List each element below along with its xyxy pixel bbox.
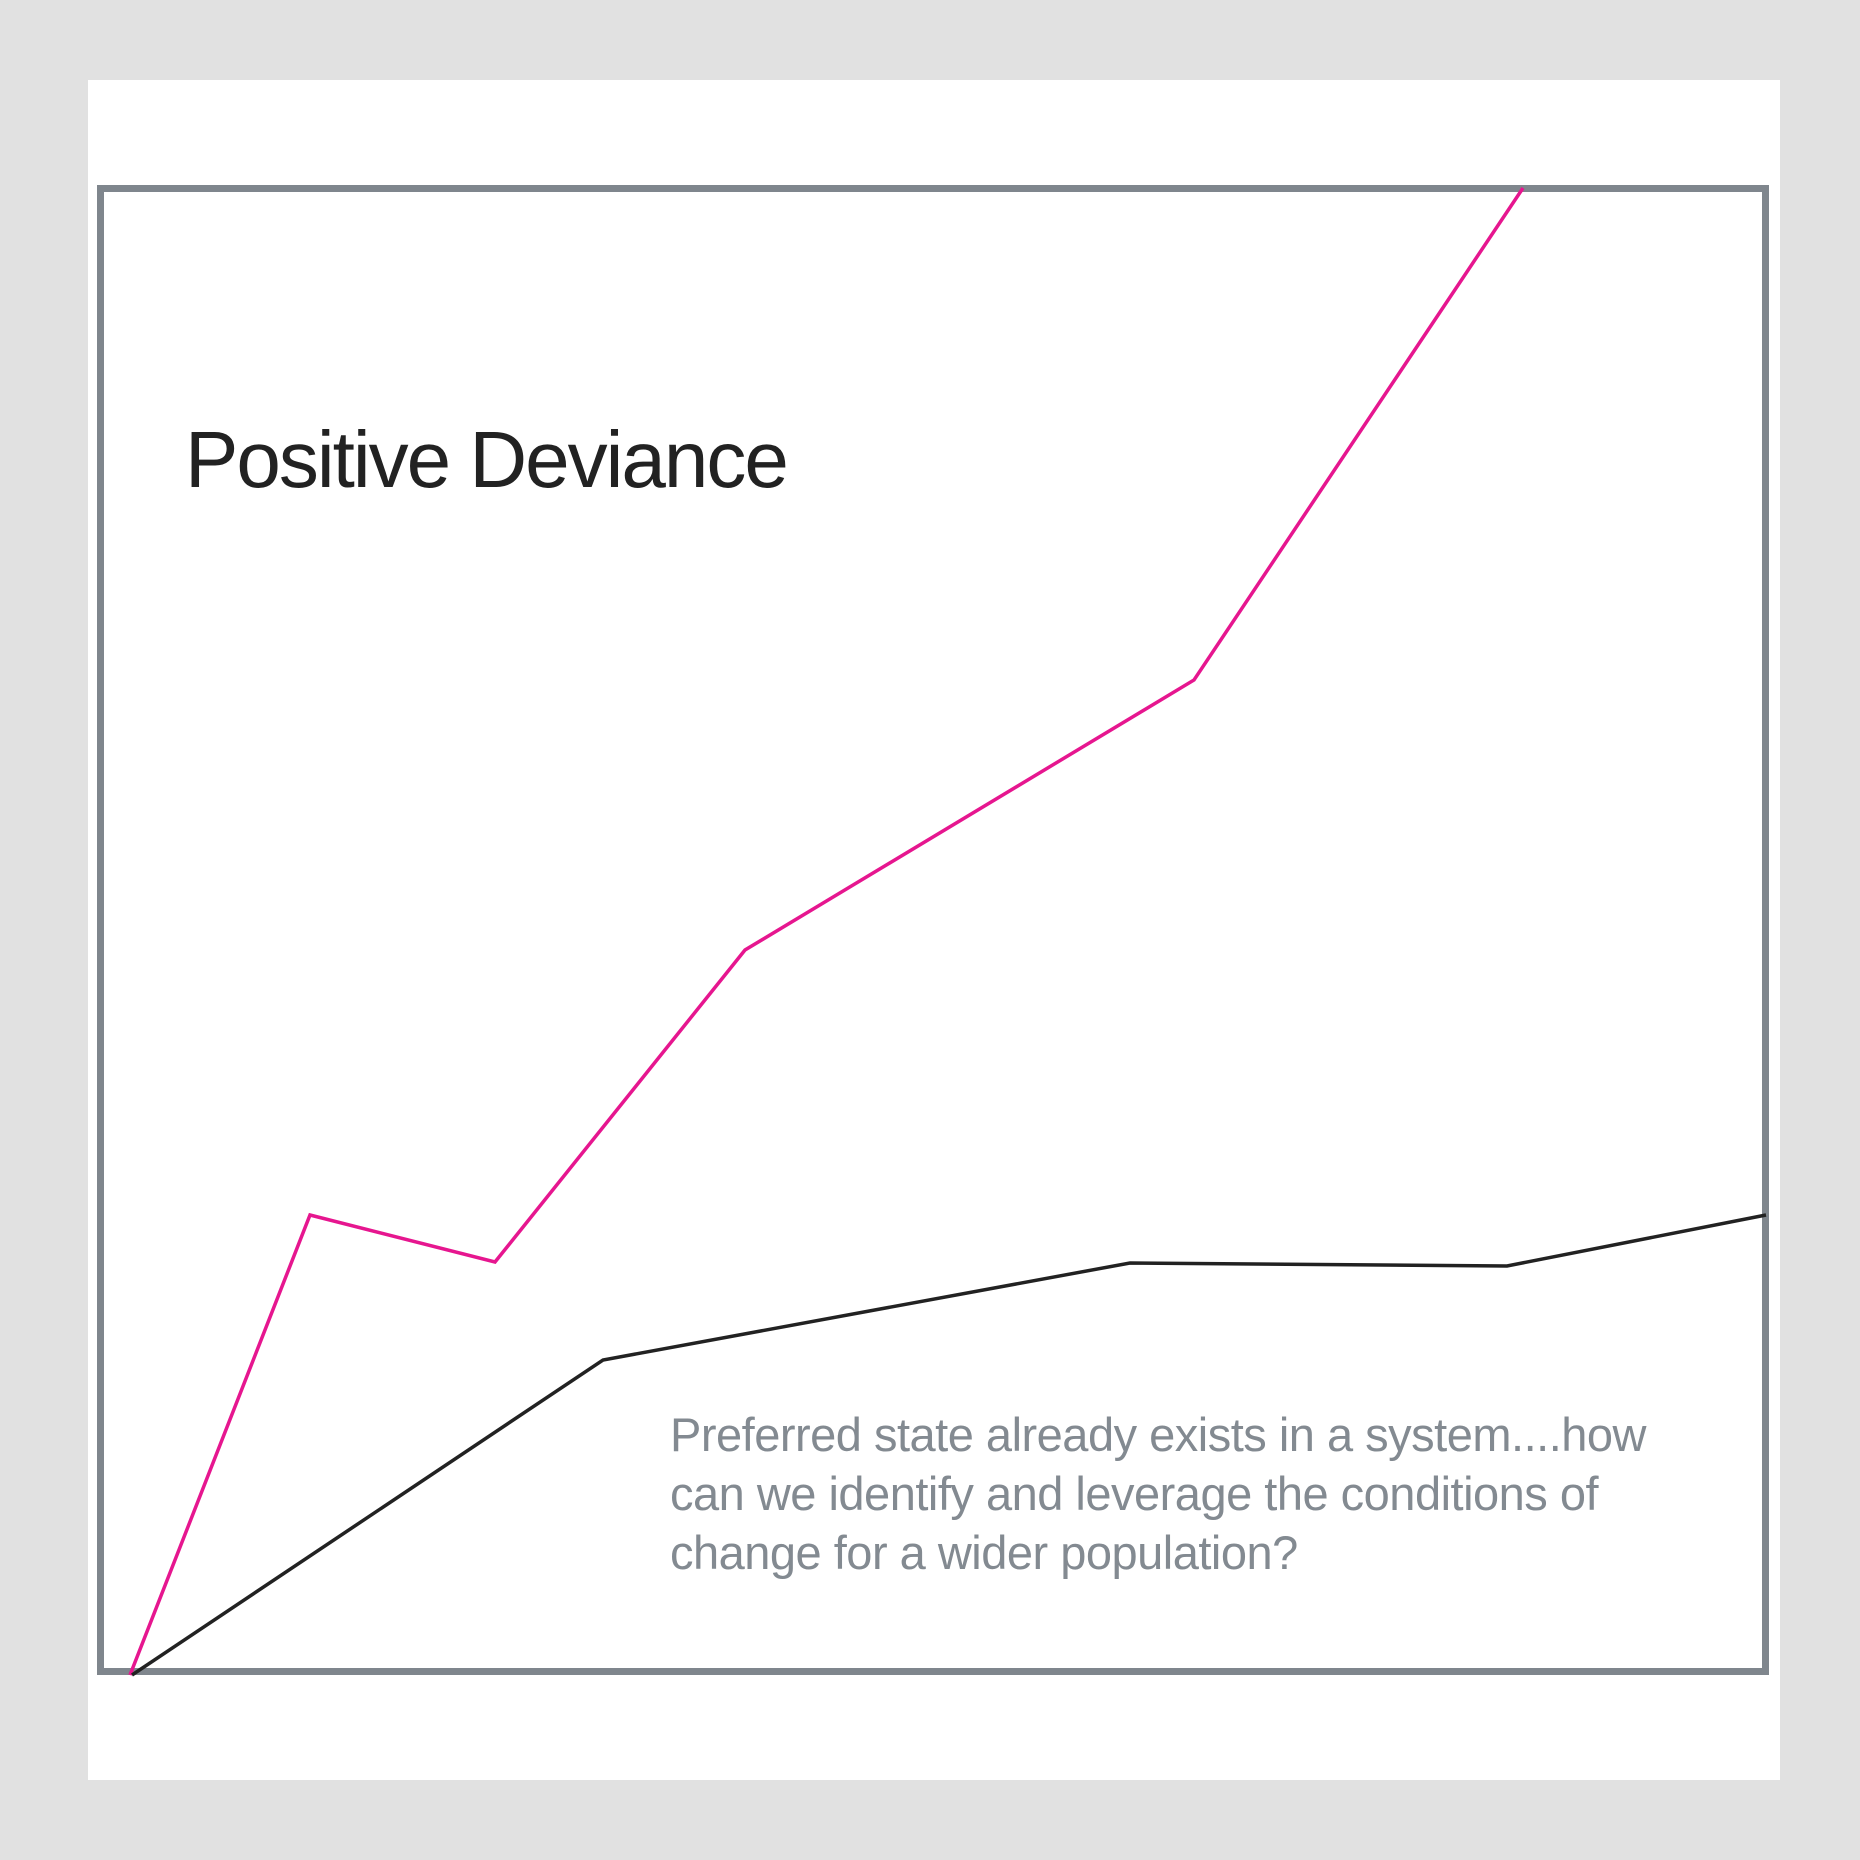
diagram-title: Positive Deviance bbox=[185, 415, 789, 504]
diagram-caption: Preferred state already exists in a syst… bbox=[670, 1408, 1646, 1579]
